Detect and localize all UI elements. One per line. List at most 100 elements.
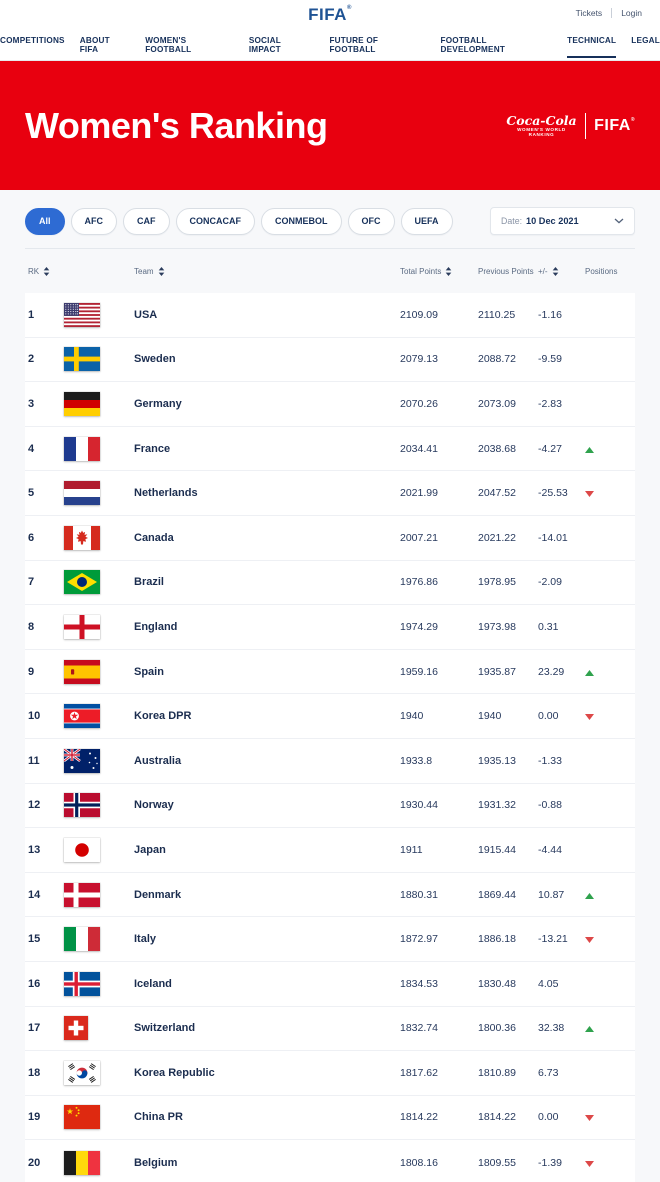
previous-points-value: 1810.89: [478, 1066, 516, 1079]
nav-item-future-of-football[interactable]: FUTURE OF FOOTBALL: [329, 35, 379, 54]
movement-down-icon: [585, 491, 594, 498]
table-row-norway[interactable]: 12 Norway 1930.44 1931.32 -0.88: [25, 783, 635, 829]
top-link-tickets[interactable]: Tickets: [575, 8, 603, 18]
total-points-value: 2070.26: [400, 397, 438, 410]
filter-tab-all[interactable]: All: [25, 207, 65, 235]
nav-item-social-impact[interactable]: SOCIAL IMPACT: [248, 35, 281, 54]
top-links: Tickets Login: [576, 8, 642, 18]
column-header-total-points[interactable]: Total Points: [400, 266, 478, 276]
dk-flag-icon: [64, 882, 134, 907]
table-row-iceland[interactable]: 16 Iceland 1834.53 1830.48 4.05: [25, 961, 635, 1007]
previous-points-value: 1978.95: [478, 576, 516, 589]
date-dropdown[interactable]: Date: 10 Dec 2021: [490, 207, 635, 235]
chevron-down-icon: [614, 218, 624, 224]
top-link-login[interactable]: Login: [621, 8, 642, 18]
team-name: Italy: [134, 933, 157, 946]
table-row-korea-republic[interactable]: 18 Korea Republic 1817.62 1810.89 6.73: [25, 1051, 635, 1096]
previous-points-value: 1915.44: [478, 843, 516, 856]
nav-item-competitions[interactable]: COMPETITIONS: [0, 35, 65, 45]
total-points-value: 2007.21: [400, 531, 438, 544]
movement-up-icon: [585, 669, 594, 676]
cn-flag-icon: [64, 1105, 134, 1130]
rank-value: 20: [28, 1156, 41, 1169]
rank-value: 14: [28, 888, 41, 901]
main-nav: COMPETITIONS ABOUT FIFA WOMEN'S FOOTBALL SO…: [0, 30, 660, 61]
position-movement: [585, 707, 635, 725]
filter-tab-ofc[interactable]: OFC: [347, 207, 395, 235]
filter-tab-conmebol[interactable]: CONMEBOL: [261, 207, 342, 235]
previous-points-value: 1800.36: [478, 1022, 516, 1035]
total-points-value: 2109.09: [400, 308, 438, 321]
filter-tab-uefa[interactable]: UEFA: [400, 207, 453, 235]
previous-points-value: 1830.48: [478, 977, 516, 990]
rank-value: 3: [28, 397, 35, 410]
fifa-logo[interactable]: FIFA®: [308, 5, 352, 24]
table-row-usa[interactable]: 1 USA 2109.09 2110.25 -1.16: [25, 293, 635, 338]
ranking-table: 1 USA 2109.09 2110.25 -1.16 2 Sweden 2079.13 208…: [25, 293, 635, 1182]
table-row-canada[interactable]: 6 Canada 2007.21 2021.22 -14.01: [25, 515, 635, 561]
rank-value: 19: [28, 1111, 41, 1124]
nav-item-legal[interactable]: LEGAL: [631, 35, 660, 45]
rank-value: 10: [28, 710, 41, 723]
date-value: 10 Dec 2021: [526, 216, 579, 226]
be-flag-icon: [64, 1150, 134, 1175]
rank-value: 7: [28, 576, 35, 589]
filter-tab-afc[interactable]: AFC: [70, 207, 118, 235]
table-row-denmark[interactable]: 14 Denmark 1880.31 1869.44 10.87: [25, 872, 635, 918]
table-row-belgium[interactable]: 20 Belgium 1808.16 1809.55 -1.39: [25, 1140, 635, 1182]
total-points-value: 2079.13: [400, 353, 438, 366]
table-row-korea-dpr[interactable]: 10 Korea DPR 1940 1940 0.00: [25, 694, 635, 739]
previous-points-value: 1886.18: [478, 933, 516, 946]
table-row-italy[interactable]: 15 Italy 1872.97 1886.18 -13.21: [25, 917, 635, 962]
team-name: Brazil: [134, 576, 164, 589]
table-row-netherlands[interactable]: 5 Netherlands 2021.99 2047.52 -25.53: [25, 471, 635, 516]
points-diff-value: 0.00: [538, 1111, 559, 1124]
filter-tab-caf[interactable]: CAF: [123, 207, 170, 235]
table-row-france[interactable]: 4 France 2034.41 2038.68 -4.27: [25, 426, 635, 472]
position-movement: [585, 663, 635, 681]
table-row-china-pr[interactable]: 19 China PR 1814.22 1814.22 0.00: [25, 1095, 635, 1141]
points-diff-value: 0.31: [538, 620, 559, 633]
kp-flag-icon: [64, 704, 134, 729]
total-points-value: 1933.8: [400, 754, 433, 767]
rank-value: 15: [28, 933, 41, 946]
team-name: Norway: [134, 799, 174, 812]
total-points-value: 1872.97: [400, 933, 438, 946]
team-name: Sweden: [134, 353, 176, 366]
movement-down-icon: [585, 937, 594, 944]
points-diff-value: -2.09: [538, 576, 562, 589]
sort-icon: [552, 266, 558, 276]
rank-value: 13: [28, 843, 41, 856]
nav-item-technical[interactable]: TECHNICAL: [567, 33, 617, 58]
table-row-spain[interactable]: 9 Spain 1959.16 1935.87 23.29: [25, 649, 635, 695]
rank-value: 5: [28, 487, 35, 500]
previous-points-value: 2088.72: [478, 353, 516, 366]
previous-points-value: 2038.68: [478, 442, 516, 455]
rank-value: 11: [28, 754, 40, 767]
total-points-value: 2021.99: [400, 487, 438, 500]
column-header-team[interactable]: Team: [134, 266, 400, 276]
table-row-switzerland[interactable]: 17 Switzerland 1832.74 1800.36 32.38: [25, 1006, 635, 1052]
table-row-germany[interactable]: 3 Germany 2070.26 2073.09 -2.83: [25, 382, 635, 427]
movement-down-icon: [585, 714, 594, 721]
points-diff-value: -25.53: [538, 487, 568, 500]
table-row-sweden[interactable]: 2 Sweden 2079.13 2088.72 -9.59: [25, 337, 635, 383]
filter-tab-concacaf[interactable]: CONCACAF: [175, 207, 256, 235]
table-row-japan[interactable]: 13 Japan 1911 1915.44 -4.44: [25, 828, 635, 873]
column-header--[interactable]: +/-: [538, 266, 585, 276]
nav-item-women-s-football[interactable]: WOMEN'S FOOTBALL: [145, 35, 192, 54]
nav-item-football-development[interactable]: FOOTBALL DEVELOPMENT: [440, 35, 506, 54]
nav-item-about-fifa[interactable]: ABOUT FIFA: [79, 35, 110, 54]
us-flag-icon: [64, 302, 134, 327]
table-row-australia[interactable]: 11 Australia 1933.8 1935.13 -1.33: [25, 738, 635, 784]
column-header-rk[interactable]: RK: [28, 266, 64, 276]
table-row-brazil[interactable]: 7 Brazil 1976.86 1978.95 -2.09: [25, 560, 635, 606]
points-diff-value: -13.21: [538, 933, 568, 946]
ca-flag-icon: [64, 525, 134, 550]
points-diff-value: 23.29: [538, 665, 565, 678]
team-name: Netherlands: [134, 487, 198, 500]
rank-value: 17: [28, 1022, 41, 1035]
sort-icon: [158, 266, 164, 276]
table-row-england[interactable]: 8 England 1974.29 1973.98 0.31: [25, 605, 635, 650]
points-diff-value: -2.83: [538, 397, 562, 410]
